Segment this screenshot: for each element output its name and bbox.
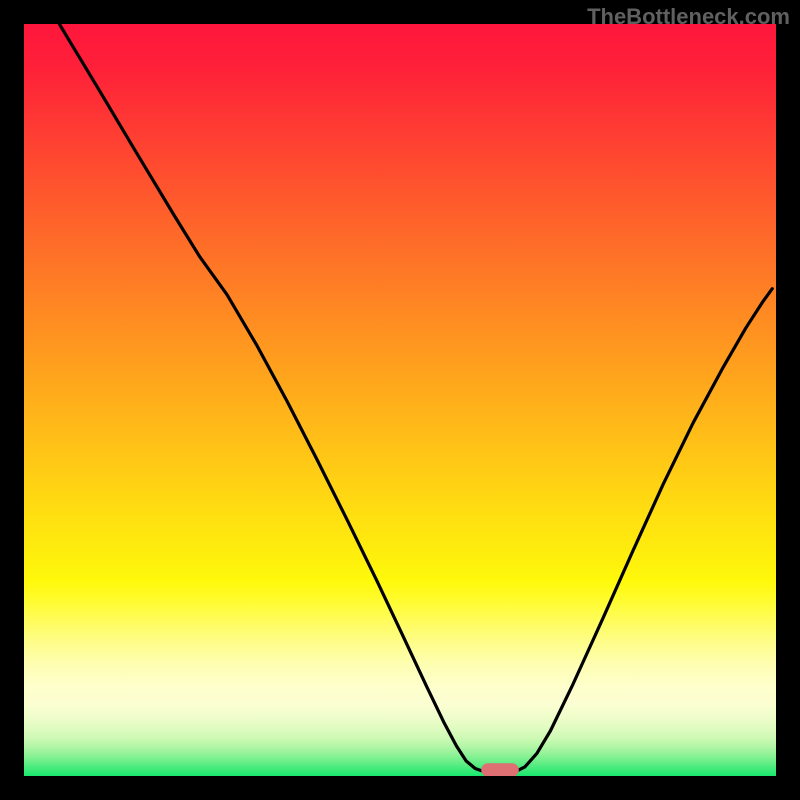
optimal-marker [481,763,519,776]
chart-frame: TheBottleneck.com [0,0,800,800]
plot-area [24,24,776,776]
gradient-line-chart [24,24,776,776]
gradient-background [24,24,776,776]
watermark-text: TheBottleneck.com [587,4,790,30]
